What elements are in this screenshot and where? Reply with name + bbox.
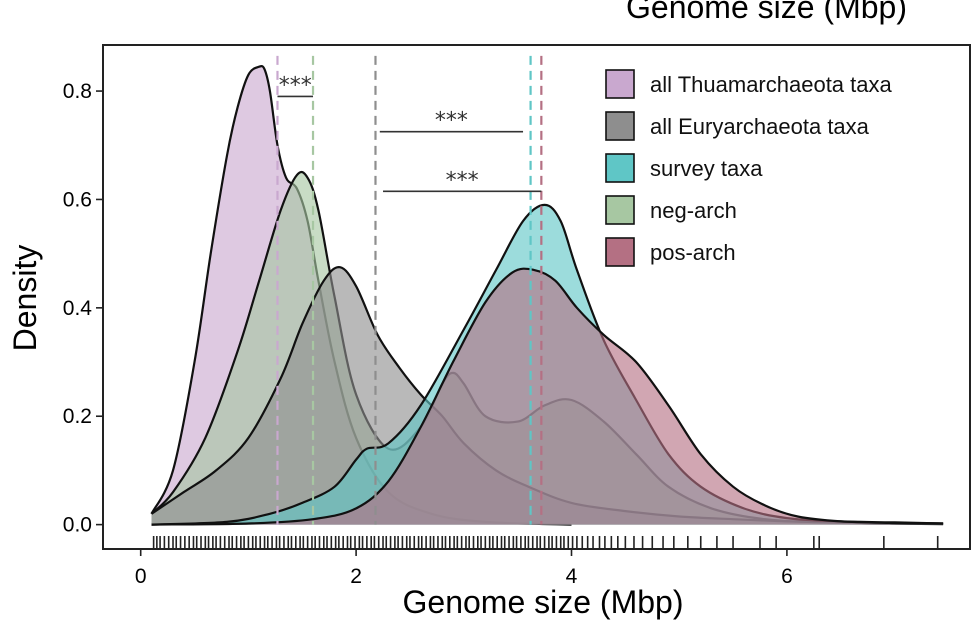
x-axis: 0 2 4 6 [135,549,793,588]
legend-label-neg-arch: neg-arch [650,198,737,223]
significance-label-3: *** [446,168,479,193]
significance-label-1: *** [279,73,312,98]
x-tick-label: 4 [566,565,578,588]
y-axis-title: Density [7,245,43,352]
legend-swatch-all-thuamarchaeota-taxa [605,69,635,99]
legend-label-all-euryarchaeota-taxa: all Euryarchaeota taxa [650,114,870,139]
density-line-pos-arch [151,267,944,526]
median-lines [276,55,543,525]
density-area-all-euryarchaeota-taxa [151,267,944,525]
y-tick-label: 0.8 [63,80,92,103]
y-tick-label: 0.4 [63,297,93,320]
legend: all Thuamarchaeota taxa all Euryarchaeota… [605,69,893,267]
y-tick-label: 0.0 [63,514,92,537]
x-tick-label: 2 [350,565,362,588]
legend-swatch-pos-arch [605,237,635,267]
legend-label-pos-arch: pos-arch [650,240,736,265]
significance-brackets: *** *** *** [277,73,542,193]
plot-frame [102,44,971,550]
y-tick-label: 0.2 [63,405,92,428]
x-tick-label: 0 [135,565,147,588]
x-tick-label: 6 [781,565,793,588]
density-curves [150,64,944,526]
top-title: Genome size (Mbp) [626,0,907,25]
legend-label-survey-taxa: survey taxa [650,156,763,181]
legend-swatch-survey-taxa [605,153,635,183]
legend-label-all-thuamarchaeota-taxa: all Thuamarchaeota taxa [650,72,893,97]
x-axis-title: Genome size (Mbp) [403,584,684,620]
significance-label-2: *** [435,109,468,134]
density-area-pos-arch [151,268,944,525]
legend-swatch-neg-arch [605,195,635,225]
rug-plot [152,536,939,549]
y-axis: 0.0 0.2 0.4 0.6 0.8 [63,80,103,537]
legend-swatch-all-euryarchaeota-taxa [605,111,635,141]
y-tick-label: 0.6 [63,188,92,211]
